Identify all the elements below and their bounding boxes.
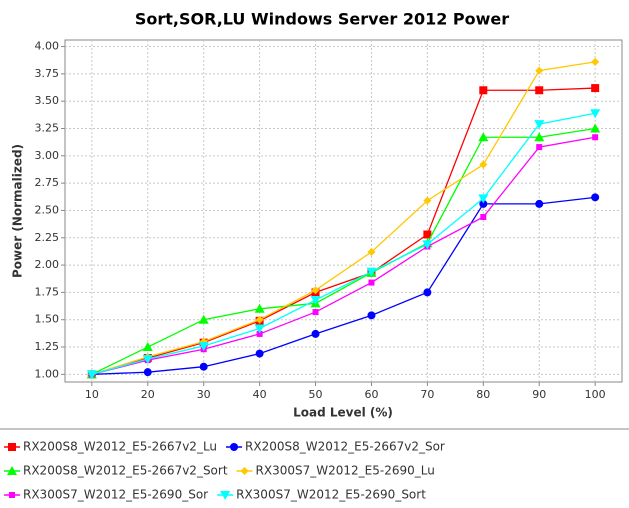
chart-title: Sort,SOR,LU Windows Server 2012 Power <box>135 10 509 29</box>
marker <box>368 279 375 286</box>
marker <box>422 240 433 250</box>
x-tick-label: 20 <box>141 388 155 401</box>
legend-marker <box>8 443 16 451</box>
marker <box>534 120 545 130</box>
y-tick-label: 2.25 <box>35 231 60 244</box>
series-line <box>91 61 596 375</box>
marker <box>591 193 600 202</box>
marker <box>478 194 489 204</box>
y-tick-label: 3.75 <box>35 67 60 80</box>
y-axis-label: Power (Normalized) <box>11 144 25 278</box>
legend-label: RX200S8_W2012_E5-2667v2_Lu <box>23 440 217 454</box>
legend-label: RX300S7_W2012_E5-2690_Sort <box>236 488 426 502</box>
marker <box>198 341 209 351</box>
marker <box>255 315 264 324</box>
x-tick-label: 100 <box>585 388 606 401</box>
marker <box>366 267 377 277</box>
marker <box>311 329 320 338</box>
marker <box>478 132 489 142</box>
y-tick-label: 2.50 <box>35 203 60 216</box>
series-line <box>91 136 596 375</box>
legend-item: RX200S8_W2012_E5-2667v2_Lu <box>4 440 217 454</box>
y-tick-label: 2.75 <box>35 176 60 189</box>
marker <box>535 86 544 95</box>
x-tick-label: 70 <box>420 388 434 401</box>
marker <box>423 196 432 205</box>
marker <box>310 296 321 306</box>
x-tick-label: 50 <box>309 388 323 401</box>
marker <box>312 309 319 316</box>
series-line <box>91 127 596 375</box>
series-line <box>91 196 596 376</box>
legend-marker <box>240 467 249 475</box>
y-tick-label: 3.25 <box>35 122 60 135</box>
x-axis-label: Load Level (%) <box>293 406 393 420</box>
marker <box>423 230 432 239</box>
legend-item: RX300S7_W2012_E5-2690_Lu <box>236 464 435 478</box>
legend-item: RX200S8_W2012_E5-2667v2_Sort <box>4 464 228 478</box>
legend-marker <box>9 492 15 498</box>
marker <box>254 324 265 334</box>
marker <box>142 342 153 352</box>
marker <box>199 362 208 371</box>
series-line <box>91 112 596 375</box>
legend-label: RX200S8_W2012_E5-2667v2_Sor <box>245 440 445 454</box>
y-tick-label: 3.00 <box>35 149 60 162</box>
y-tick-label: 1.00 <box>35 367 60 380</box>
marker <box>590 123 601 133</box>
y-tick-label: 1.25 <box>35 340 60 353</box>
marker <box>254 303 265 313</box>
legend-label: RX200S8_W2012_E5-2667v2_Sort <box>23 464 228 478</box>
series-line <box>91 87 596 375</box>
legend-marker <box>230 443 239 451</box>
legend-label: RX300S7_W2012_E5-2690_Sor <box>23 488 208 502</box>
marker <box>198 314 209 324</box>
legend-label: RX300S7_W2012_E5-2690_Lu <box>256 464 435 478</box>
marker <box>423 288 432 297</box>
legend-marker <box>7 466 17 475</box>
y-tick-label: 2.00 <box>35 258 60 271</box>
marker <box>535 66 544 75</box>
legend-item: RX300S7_W2012_E5-2690_Sort <box>217 488 426 502</box>
legend-marker <box>220 491 231 500</box>
marker <box>479 160 488 169</box>
marker <box>591 84 600 93</box>
x-tick-label: 60 <box>364 388 378 401</box>
marker <box>480 214 487 221</box>
x-tick-label: 80 <box>476 388 490 401</box>
legend-item: RX200S8_W2012_E5-2667v2_Sor <box>226 440 445 454</box>
marker <box>367 247 376 256</box>
y-tick-label: 1.75 <box>35 285 60 298</box>
marker <box>479 199 488 208</box>
y-tick-label: 4.00 <box>35 40 60 53</box>
marker <box>256 330 263 337</box>
marker <box>367 311 376 320</box>
x-tick-label: 10 <box>85 388 99 401</box>
x-tick-label: 30 <box>197 388 211 401</box>
marker <box>143 368 152 377</box>
marker <box>536 144 543 151</box>
marker <box>591 57 600 66</box>
legend-item: RX300S7_W2012_E5-2690_Sor <box>4 488 208 502</box>
marker <box>311 286 320 295</box>
marker <box>479 86 488 95</box>
marker <box>534 132 545 142</box>
y-tick-label: 3.50 <box>35 94 60 107</box>
marker <box>255 349 264 358</box>
marker <box>592 134 599 141</box>
marker <box>142 355 153 365</box>
marker <box>535 199 544 208</box>
y-tick-label: 1.50 <box>35 313 60 326</box>
marker <box>590 109 601 119</box>
marker <box>86 370 97 380</box>
x-tick-label: 40 <box>253 388 267 401</box>
x-tick-label: 90 <box>532 388 546 401</box>
